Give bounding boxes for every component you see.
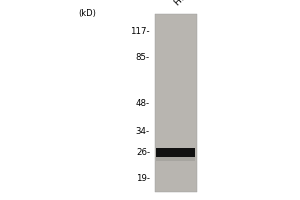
Text: (kD): (kD) [78, 9, 96, 18]
Text: 19-: 19- [136, 174, 150, 183]
Text: 117-: 117- [130, 27, 150, 36]
Text: HT29: HT29 [172, 0, 196, 7]
Bar [156, 157, 195, 161]
Text: 48-: 48- [136, 99, 150, 108]
Bar [154, 14, 196, 192]
Bar [156, 148, 195, 157]
Text: 34-: 34- [136, 127, 150, 136]
Text: 85-: 85- [136, 53, 150, 62]
Text: 26-: 26- [136, 148, 150, 157]
